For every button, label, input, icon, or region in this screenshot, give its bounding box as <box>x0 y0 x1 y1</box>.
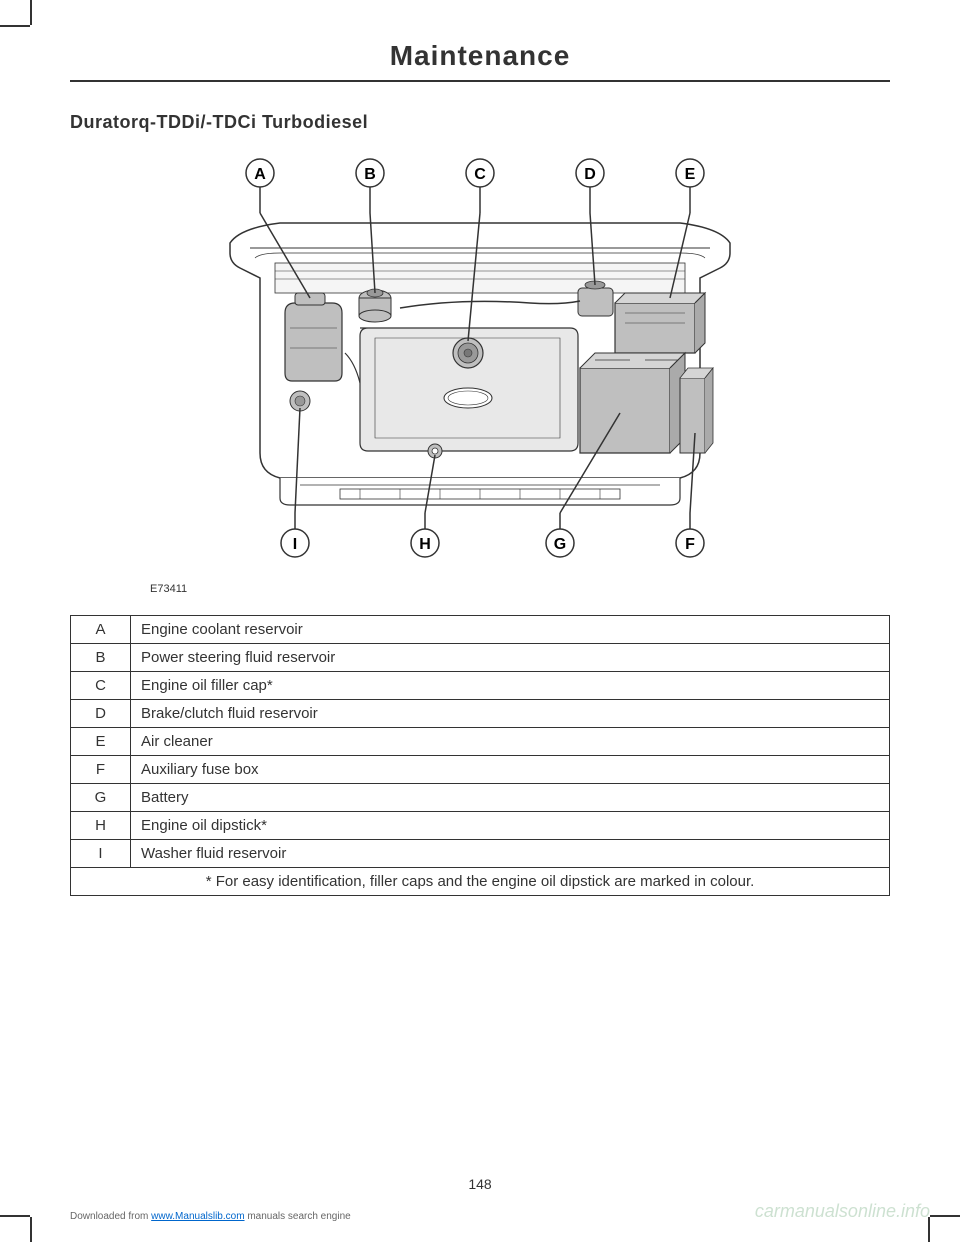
table-row: AEngine coolant reservoir <box>71 616 890 644</box>
engine-diagram-container: A B C D E I H G <box>70 153 890 573</box>
aux-fuse-box <box>680 368 713 453</box>
footer-link[interactable]: www.Manualslib.com <box>151 1211 244 1222</box>
table-row: CEngine oil filler cap* <box>71 672 890 700</box>
power-steering-reservoir <box>359 289 391 322</box>
oil-filler-cap <box>453 338 483 368</box>
engine-diagram: A B C D E I H G <box>200 153 760 573</box>
row-description: Engine coolant reservoir <box>131 616 890 644</box>
table-row: HEngine oil dipstick* <box>71 812 890 840</box>
crop-mark <box>0 1215 30 1217</box>
svg-text:G: G <box>554 536 566 553</box>
row-letter: G <box>71 784 131 812</box>
row-description: Auxiliary fuse box <box>131 756 890 784</box>
row-letter: H <box>71 812 131 840</box>
battery <box>580 353 685 453</box>
svg-text:D: D <box>584 166 596 183</box>
svg-text:C: C <box>474 166 486 183</box>
label-circle-h: H <box>411 529 439 557</box>
watermark: carmanualsonline.info <box>755 1201 930 1222</box>
label-circle-c: C <box>466 159 494 187</box>
footer-download-text: Downloaded from www.Manualslib.com manua… <box>70 1211 351 1222</box>
title-divider <box>70 80 890 82</box>
crop-mark <box>0 25 30 27</box>
row-description: Brake/clutch fluid reservoir <box>131 700 890 728</box>
label-circle-b: B <box>356 159 384 187</box>
table-row: DBrake/clutch fluid reservoir <box>71 700 890 728</box>
row-description: Air cleaner <box>131 728 890 756</box>
label-circle-g: G <box>546 529 574 557</box>
svg-text:I: I <box>293 536 297 553</box>
svg-text:A: A <box>254 166 266 183</box>
row-letter: B <box>71 644 131 672</box>
row-description: Washer fluid reservoir <box>131 840 890 868</box>
crop-mark <box>30 1217 32 1242</box>
table-footnote: * For easy identification, filler caps a… <box>71 868 890 896</box>
table-footnote-row: * For easy identification, filler caps a… <box>71 868 890 896</box>
svg-text:F: F <box>685 536 695 553</box>
page-number: 148 <box>0 1176 960 1192</box>
diagram-reference: E73411 <box>150 583 890 595</box>
svg-text:E: E <box>685 166 696 183</box>
svg-text:H: H <box>419 536 431 553</box>
section-heading: Duratorq-TDDi/-TDCi Turbodiesel <box>70 112 890 133</box>
row-description: Battery <box>131 784 890 812</box>
footer-suffix: manuals search engine <box>247 1211 350 1222</box>
row-description: Engine oil filler cap* <box>131 672 890 700</box>
table-row: BPower steering fluid reservoir <box>71 644 890 672</box>
table-row: GBattery <box>71 784 890 812</box>
row-description: Power steering fluid reservoir <box>131 644 890 672</box>
crop-mark <box>30 0 32 25</box>
parts-table: AEngine coolant reservoirBPower steering… <box>70 615 890 896</box>
label-circle-d: D <box>576 159 604 187</box>
label-circle-f: F <box>676 529 704 557</box>
label-circle-a: A <box>246 159 274 187</box>
coolant-reservoir <box>285 293 342 381</box>
row-description: Engine oil dipstick* <box>131 812 890 840</box>
label-circle-e: E <box>676 159 704 187</box>
row-letter: D <box>71 700 131 728</box>
label-circle-i: I <box>281 529 309 557</box>
row-letter: A <box>71 616 131 644</box>
table-row: FAuxiliary fuse box <box>71 756 890 784</box>
table-row: IWasher fluid reservoir <box>71 840 890 868</box>
footer-prefix: Downloaded from <box>70 1211 148 1222</box>
crop-mark <box>930 1215 960 1217</box>
row-letter: F <box>71 756 131 784</box>
row-letter: I <box>71 840 131 868</box>
row-letter: C <box>71 672 131 700</box>
table-row: EAir cleaner <box>71 728 890 756</box>
svg-text:B: B <box>364 166 376 183</box>
page-title: Maintenance <box>70 40 890 72</box>
row-letter: E <box>71 728 131 756</box>
air-cleaner <box>615 293 705 353</box>
